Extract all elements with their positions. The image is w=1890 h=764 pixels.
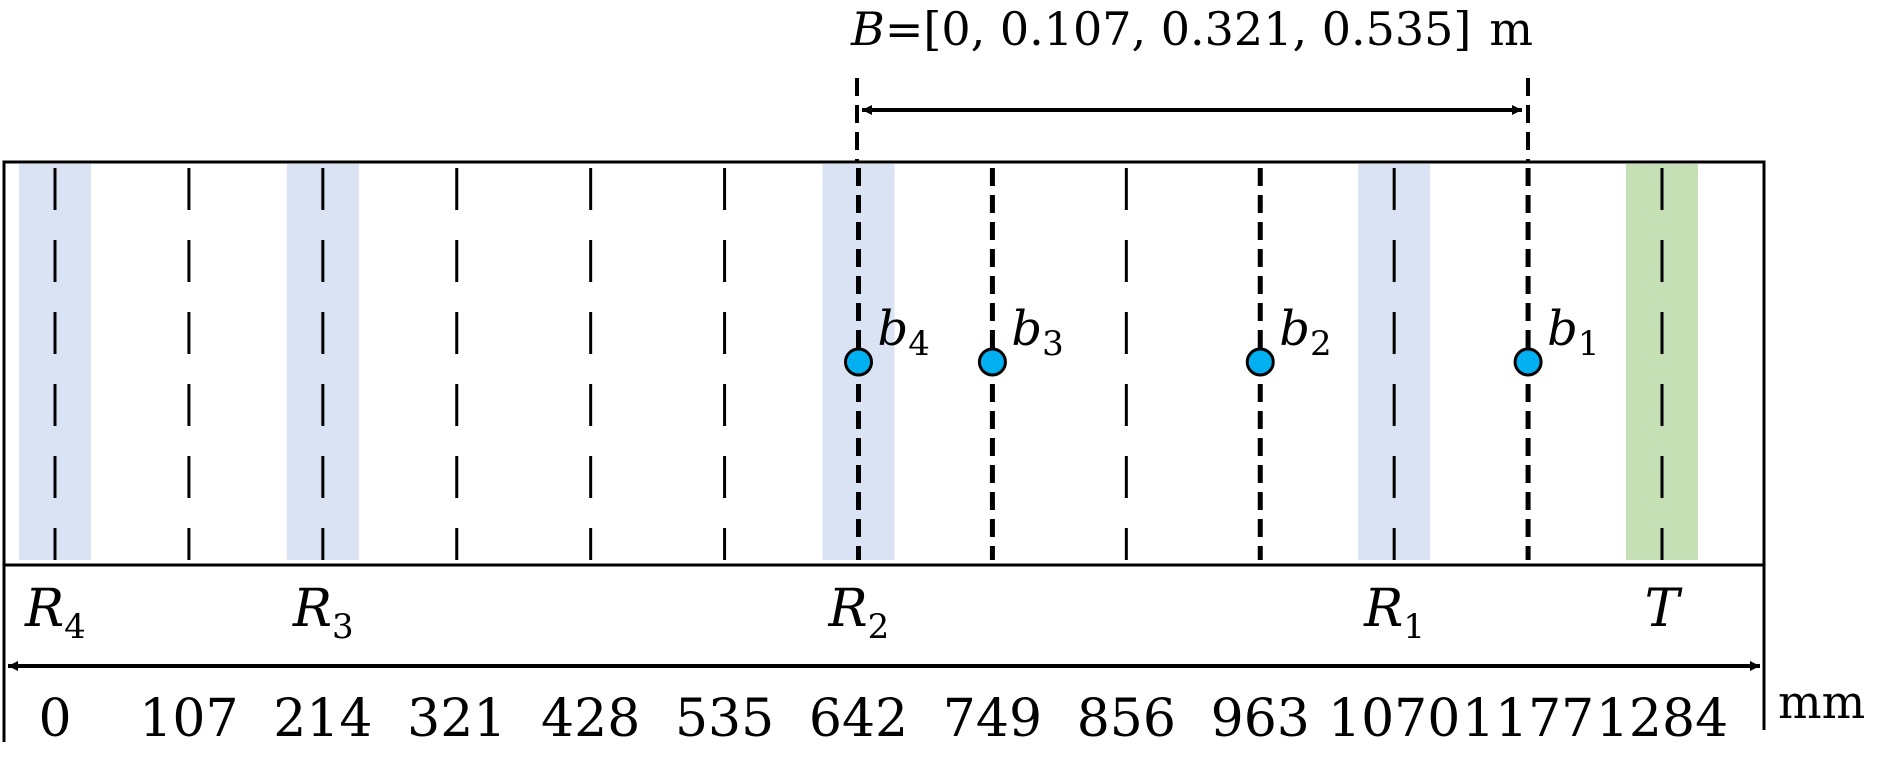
tick-label-3: 321 — [407, 689, 506, 749]
point-b2-label: b2 — [1279, 301, 1331, 364]
tick-labels: 0 107 214 321 428 535 642 749 856 963 1070 1177 1284 — [38, 689, 1728, 749]
distance-axis: 0 107 214 321 428 535 642 749 856 963 1070 1177 1284… — [2, 565, 1865, 749]
array-strip — [2, 160, 1766, 567]
tick-label-0: 0 — [38, 689, 71, 749]
point-b4-label: b4 — [878, 301, 930, 364]
receiver-band-4 — [19, 164, 91, 560]
point-b1-label: b1 — [1547, 301, 1599, 364]
element-labels: R4 R3 R2 R1 T — [24, 579, 1683, 647]
tick-label-9: 963 — [1211, 689, 1310, 749]
points: b4 b3 b2 b1 — [844, 301, 1599, 377]
tick-label-7: 749 — [943, 689, 1042, 749]
tick-label-5: 535 — [675, 689, 774, 749]
baseline-label: B=[0, 0.107, 0.321, 0.535] m — [850, 2, 1533, 56]
baseline-values: =[0, 0.107, 0.321, 0.535] — [885, 2, 1472, 56]
receiver-label-R2: R2 — [828, 579, 890, 647]
tick-label-10: 1070 — [1328, 689, 1460, 749]
tick-label-2: 214 — [273, 689, 372, 749]
receiver-label-R1: R1 — [1363, 579, 1425, 647]
tick-label-12: 1284 — [1596, 689, 1728, 749]
tick-label-6: 642 — [809, 689, 908, 749]
baseline-unit: m — [1489, 2, 1533, 56]
tick-label-11: 1177 — [1462, 689, 1594, 749]
point-b3 — [977, 347, 1007, 377]
tick-label-4: 428 — [541, 689, 640, 749]
axis-unit: mm — [1778, 675, 1865, 729]
receiver-band-1 — [1358, 164, 1431, 560]
receiver-band-3 — [286, 164, 359, 560]
point-b3-label: b3 — [1011, 301, 1063, 364]
receiver-label-R3: R3 — [292, 579, 354, 647]
transmitter-label: T — [1645, 579, 1683, 639]
transmitter-band — [1626, 164, 1698, 560]
baseline-symbol: B — [850, 2, 885, 56]
receiver-label-R4: R4 — [24, 579, 86, 647]
point-b4 — [844, 347, 873, 377]
tick-label-1: 107 — [139, 689, 238, 749]
point-b1 — [1513, 347, 1543, 377]
tick-label-8: 856 — [1077, 689, 1176, 749]
baseline-annotation: B=[0, 0.107, 0.321, 0.535] m — [850, 2, 1533, 162]
point-b2 — [1245, 347, 1275, 377]
